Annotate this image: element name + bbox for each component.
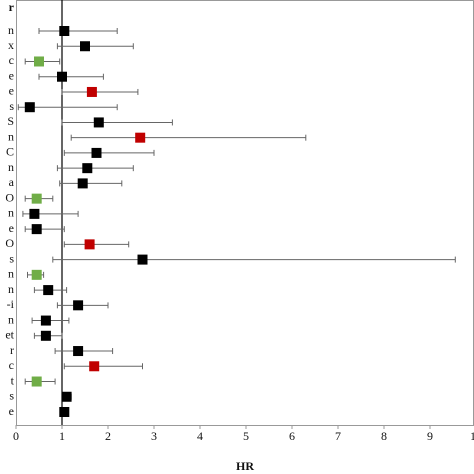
point-estimate — [40, 330, 51, 341]
row-label: O — [5, 190, 14, 204]
x-tick-label: 3 — [151, 429, 157, 443]
point-estimate — [84, 239, 95, 250]
point-estimate — [40, 315, 51, 326]
row-label: e — [9, 68, 14, 82]
point-estimate — [34, 56, 44, 67]
x-tick-label: 2 — [105, 429, 111, 443]
x-tick-label: 9 — [427, 429, 433, 443]
point-estimate — [43, 285, 54, 296]
point-estimate — [86, 86, 97, 97]
point-estimate — [29, 208, 40, 219]
point-estimate — [93, 117, 104, 128]
x-tick-label: 4 — [197, 429, 203, 443]
point-estimate — [61, 391, 72, 402]
plot-frame — [16, 0, 474, 426]
row-label: n — [8, 23, 14, 37]
x-tick-label: 10 — [470, 429, 474, 443]
row-label: s — [9, 99, 14, 113]
row-label: c — [9, 53, 14, 67]
x-tick-label: 5 — [243, 429, 249, 443]
point-estimate — [73, 346, 84, 357]
point-estimate — [137, 254, 148, 265]
row-label: e — [9, 221, 14, 235]
row-label: n — [8, 206, 14, 220]
row-label: t — [11, 373, 15, 387]
point-estimate — [73, 300, 84, 311]
x-axis-label: HR — [236, 459, 254, 473]
point-estimate — [135, 132, 146, 143]
row-label: n — [8, 160, 14, 174]
point-estimate — [57, 71, 67, 82]
row-label: a — [9, 175, 15, 189]
row-label: n — [8, 129, 14, 143]
row-label: e — [9, 84, 14, 98]
point-estimate — [31, 193, 42, 204]
point-estimate — [77, 178, 88, 189]
point-estimate — [31, 376, 42, 387]
point-estimate — [91, 147, 102, 158]
row-label: x — [8, 38, 14, 52]
row-label: n — [8, 312, 14, 326]
point-estimate — [80, 41, 90, 52]
point-estimate — [59, 407, 70, 417]
row-label: n — [8, 267, 14, 281]
row-label: et — [5, 328, 14, 342]
row-label: s — [9, 251, 14, 265]
x-tick-label: 0 — [13, 429, 19, 443]
row-label: O — [5, 236, 14, 250]
row-label: n — [8, 282, 14, 296]
x-tick-label: 8 — [381, 429, 387, 443]
row-label: C — [6, 145, 14, 159]
row-label: r — [10, 343, 14, 357]
row-label: s — [9, 389, 14, 403]
point-estimate — [24, 102, 35, 113]
row-label: -i — [7, 297, 15, 311]
row-label: c — [9, 358, 14, 372]
point-estimate — [89, 361, 100, 372]
x-tick-label: 6 — [289, 429, 295, 443]
column-header: r — [9, 0, 15, 14]
point-estimate — [31, 224, 42, 235]
point-estimate — [59, 26, 70, 36]
point-estimate — [82, 163, 93, 174]
row-label: S — [7, 114, 14, 128]
x-tick-label: 1 — [59, 429, 65, 443]
point-estimate — [31, 269, 42, 280]
row-label: e — [9, 404, 14, 418]
x-tick-label: 7 — [335, 429, 341, 443]
